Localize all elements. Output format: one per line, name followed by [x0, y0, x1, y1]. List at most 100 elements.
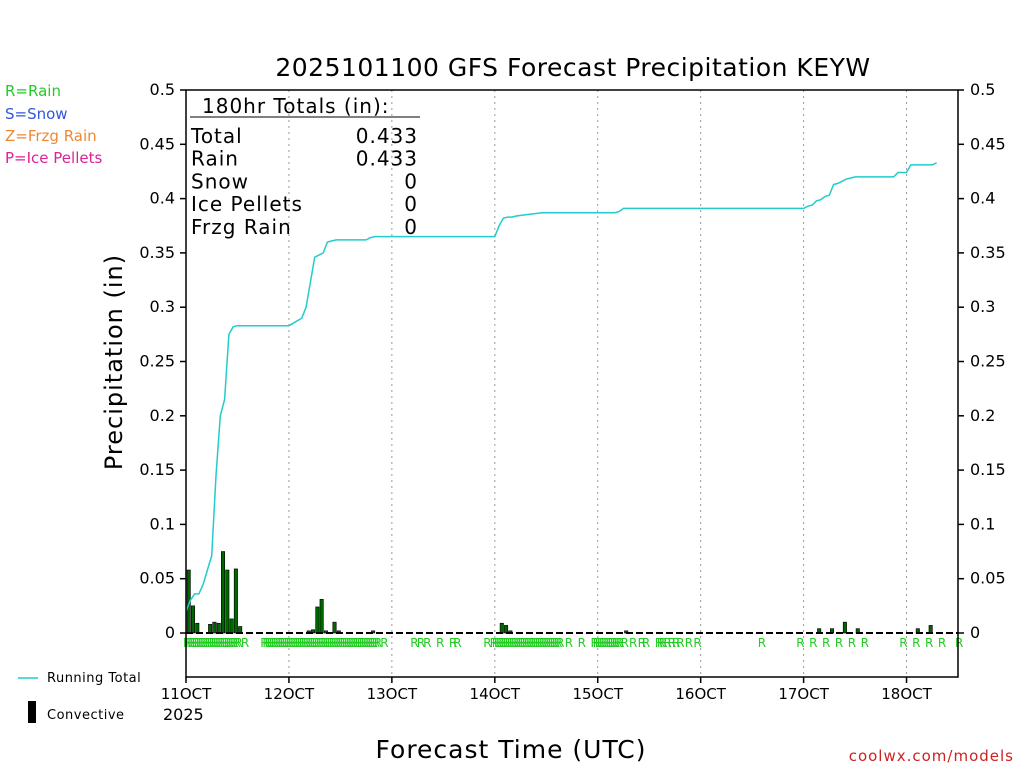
- chart-title: 2025101100 GFS Forecast Precipitation KE…: [275, 53, 870, 82]
- rain-marker: R: [327, 636, 335, 650]
- y-tick-label-right: 0: [970, 623, 980, 642]
- vertical-gridlines: [288, 90, 908, 677]
- rain-marker: R: [209, 636, 217, 650]
- y-tick-label-left: 0.15: [139, 460, 175, 479]
- rain-marker: R: [260, 636, 268, 650]
- rain-marker: R: [453, 636, 461, 650]
- convective-bar: [212, 621, 217, 634]
- y-tick-label-left: 0.25: [139, 352, 175, 371]
- rain-marker: R: [796, 636, 804, 650]
- rain-marker: R: [226, 636, 234, 650]
- rain-marker: R: [533, 636, 541, 650]
- rain-marker: R: [355, 636, 363, 650]
- x-tick-label: 17OCT: [778, 685, 829, 703]
- rain-marker: R: [344, 636, 352, 650]
- rain-marker: R: [503, 636, 511, 650]
- convective-bar: [225, 569, 230, 634]
- convective-bar: [928, 625, 933, 634]
- x-tick-label: 11OCT: [161, 685, 212, 703]
- totals-value: 0.433: [356, 147, 418, 171]
- rain-marker: R: [509, 636, 517, 650]
- rain-marker: R: [370, 636, 378, 650]
- rain-marker: R: [522, 636, 530, 650]
- rain-marker: R: [346, 636, 354, 650]
- rain-marker: R: [520, 636, 528, 650]
- convective-bar: [371, 630, 376, 634]
- rain-marker: R: [280, 636, 288, 650]
- rain-marker: R: [496, 636, 504, 650]
- convective-bar: [221, 551, 226, 634]
- rain-marker: R: [629, 636, 637, 650]
- rain-marker: R: [357, 636, 365, 650]
- rain-marker: R: [620, 636, 628, 650]
- x-tick-label: 15OCT: [572, 685, 623, 703]
- rain-marker: R: [325, 636, 333, 650]
- rain-marker: R: [663, 636, 671, 650]
- convective-bar: [208, 624, 213, 634]
- totals-header: 180hr Totals (in):: [202, 94, 390, 118]
- rain-marker: R: [200, 636, 208, 650]
- rain-marker: R: [657, 636, 665, 650]
- legend-frzg-rain: Z=Frzg Rain: [5, 127, 97, 145]
- rain-marker: R: [655, 636, 663, 650]
- rain-marker: R: [513, 636, 521, 650]
- convective-bar: [233, 568, 238, 634]
- rain-marker: R: [290, 636, 298, 650]
- rain-marker: R: [672, 636, 680, 650]
- rain-marker: R: [202, 636, 210, 650]
- rain-marker: R: [183, 636, 191, 650]
- rain-marker: R: [524, 636, 532, 650]
- rain-marker: R: [380, 636, 388, 650]
- convective-bar: [229, 618, 234, 634]
- rain-marker: R: [822, 636, 830, 650]
- rain-marker: R: [938, 636, 946, 650]
- rain-marker: R: [552, 636, 560, 650]
- rain-marker: R: [284, 636, 292, 650]
- y-tick-label-right: 0.15: [970, 460, 1006, 479]
- rain-marker: R: [312, 636, 320, 650]
- rain-marker: R: [610, 636, 618, 650]
- rain-marker: R: [612, 636, 620, 650]
- legend-running-total-label: Running Total: [47, 671, 141, 686]
- y-tick-label-right: 0.5: [970, 80, 995, 99]
- x-axis: 11OCT 12OCT 13OCT 14OCT 15OCT 16OCT 17OCT 18OCT: [161, 677, 933, 703]
- rain-marker: R: [232, 636, 240, 650]
- rain-marker: R: [423, 636, 431, 650]
- convective-bar: [319, 599, 324, 634]
- rain-marker: R: [530, 636, 538, 650]
- rain-marker: R: [275, 636, 283, 650]
- rain-marker: R: [556, 636, 564, 650]
- rain-marker: R: [318, 636, 326, 650]
- rain-marker: R: [314, 636, 322, 650]
- totals-value: 0: [404, 215, 418, 239]
- y-tick-label-right: 0.05: [970, 569, 1006, 588]
- rain-marker: R: [861, 636, 869, 650]
- rain-marker: R: [228, 636, 236, 650]
- y-axis-right: 0 0.05 0.1 0.15 0.2 0.25 0.3 0.35 0.4 0.45 0.5: [958, 80, 1006, 642]
- rain-marker: R: [614, 636, 622, 650]
- rain-marker: R: [543, 636, 551, 650]
- rain-marker: R: [217, 636, 225, 650]
- rain-marker: R: [526, 636, 534, 650]
- rain-marker: R: [211, 636, 219, 650]
- rain-marker: R: [494, 636, 502, 650]
- rain-marker: R: [676, 636, 684, 650]
- rain-marker: R: [277, 636, 285, 650]
- rain-marker: R: [286, 636, 294, 650]
- rain-marker: R: [198, 636, 206, 650]
- rain-marker: R: [518, 636, 526, 650]
- rain-marker: R: [515, 636, 523, 650]
- rain-marker: R: [194, 636, 202, 650]
- rain-marker: R: [288, 636, 296, 650]
- rain-marker: R: [535, 636, 543, 650]
- rain-marker: R: [189, 636, 197, 650]
- totals-label: Ice Pellets: [191, 192, 303, 216]
- rain-marker: R: [187, 636, 195, 650]
- rain-marker: R: [337, 636, 345, 650]
- rain-marker: R: [603, 636, 611, 650]
- y-tick-label-right: 0.2: [970, 406, 995, 425]
- totals-label: Rain: [191, 147, 239, 171]
- rain-marker: R: [224, 636, 232, 650]
- rain-marker: R: [352, 636, 360, 650]
